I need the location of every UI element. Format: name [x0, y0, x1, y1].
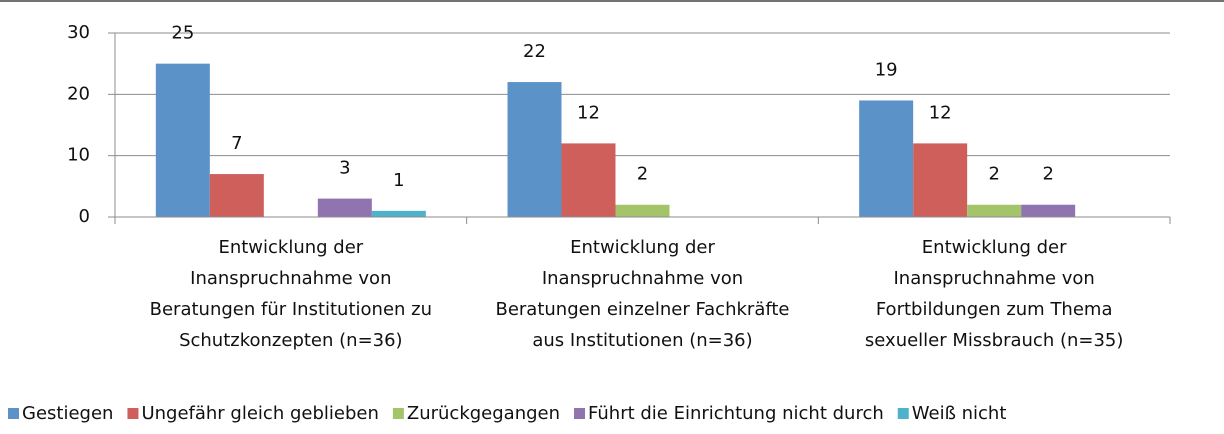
bar [507, 82, 562, 217]
legend-label: Gestiegen [22, 403, 113, 424]
y-tick-label: 30 [67, 22, 90, 43]
bar [967, 204, 1022, 217]
x-tick-label: Inanspruchnahme von [190, 268, 391, 289]
legend-swatch [574, 408, 586, 419]
x-tick-label: Fortbildungen zum Thema [876, 299, 1113, 320]
bar [561, 143, 616, 217]
data-label: 22 [523, 41, 546, 62]
data-label: 2 [988, 164, 999, 185]
y-tick-label: 0 [79, 206, 90, 227]
x-tick-label: Beratungen für Institutionen zu [150, 299, 432, 320]
bar [155, 63, 210, 217]
bar [371, 210, 426, 217]
data-label: 12 [577, 102, 600, 123]
y-tick-label: 10 [67, 145, 90, 166]
data-label: 3 [339, 158, 350, 179]
data-label: 2 [1042, 164, 1053, 185]
data-label: 12 [929, 102, 952, 123]
x-tick-label: Inanspruchnahme von [894, 268, 1095, 289]
bar [317, 198, 372, 217]
x-tick-label: Inanspruchnahme von [542, 268, 743, 289]
x-tick-label: aus Institutionen (n=36) [532, 330, 752, 351]
data-label: 2 [637, 164, 648, 185]
data-label: 7 [231, 133, 242, 154]
bar [615, 204, 670, 217]
x-tick-label: Entwicklung der [922, 237, 1067, 258]
bar [859, 100, 914, 217]
legend-swatch [897, 408, 909, 419]
legend-label: Zurückgegangen [407, 403, 560, 424]
data-label: 1 [393, 170, 404, 191]
bar [1021, 204, 1076, 217]
x-tick-label: sexueller Missbrauch (n=35) [865, 330, 1124, 351]
legend-swatch [392, 408, 404, 419]
bar [209, 174, 264, 217]
legend-swatch [8, 408, 19, 419]
data-label: 25 [171, 23, 194, 44]
x-tick-label: Entwicklung der [218, 237, 363, 258]
x-tick-label: Entwicklung der [570, 237, 715, 258]
data-label: 19 [875, 59, 898, 80]
legend-swatch [127, 408, 139, 419]
legend-label: Weiß nicht [912, 403, 1007, 424]
x-tick-label: Beratungen einzelner Fachkräfte [495, 299, 789, 320]
x-tick-label: Schutzkonzepten (n=36) [179, 330, 403, 351]
legend-label: Führt die Einrichtung nicht durch [588, 403, 884, 424]
y-tick-label: 20 [67, 83, 90, 104]
legend-label: Ungefähr gleich geblieben [141, 403, 378, 424]
bar [913, 143, 968, 217]
